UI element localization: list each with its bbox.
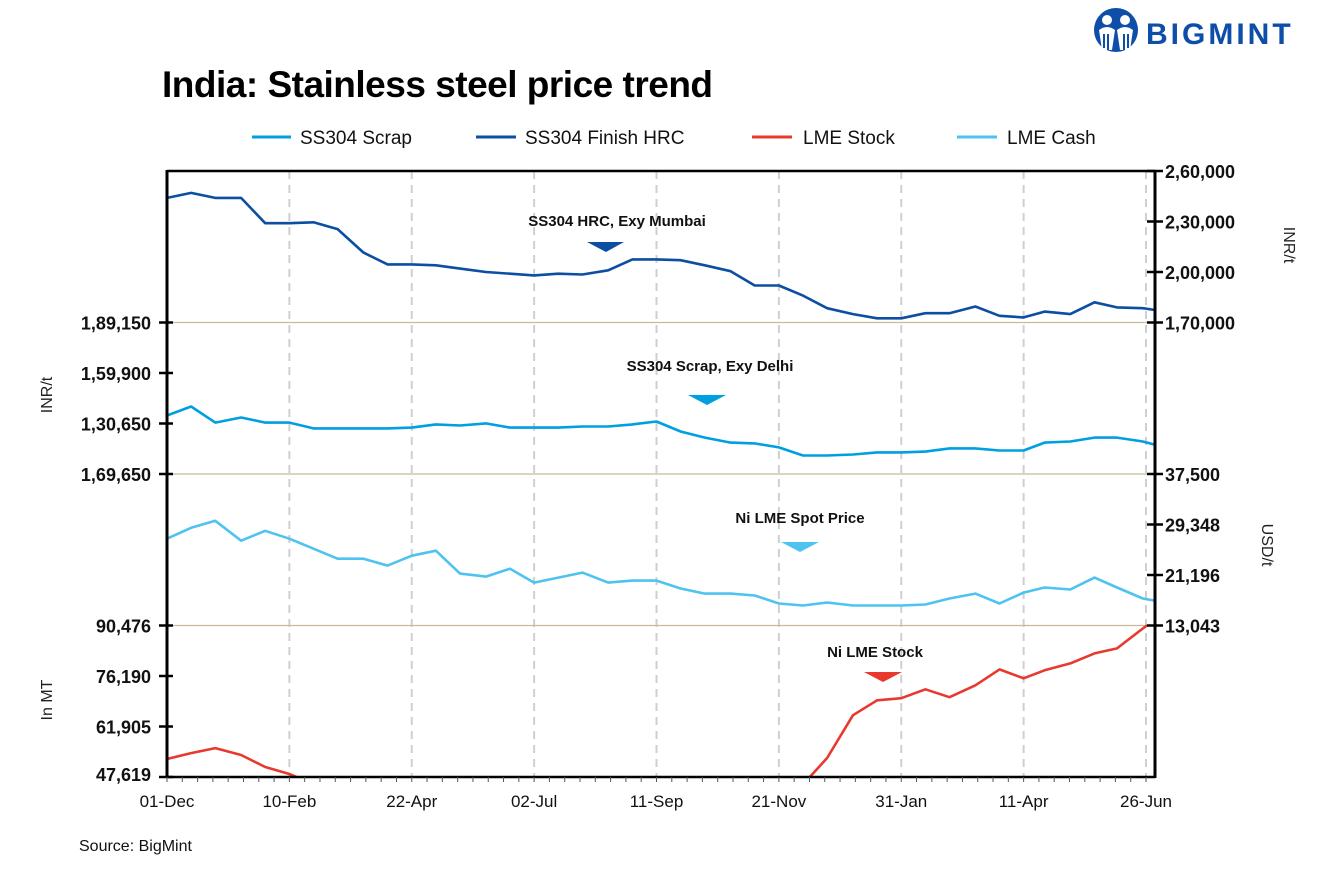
y-tick-label: 1,30,650 [81, 415, 151, 435]
annotation-marker-triangle-icon [781, 542, 819, 552]
chart-title: India: Stainless steel price trend [162, 64, 713, 105]
series-line-lme-cash [167, 519, 1155, 607]
y-tick-label: 2,60,000 [1165, 162, 1235, 182]
x-tick-label: 22-Apr [386, 792, 437, 811]
x-tick-label: 10-Feb [262, 792, 316, 811]
axes: 01-Dec 10-Feb 22-Apr 02-Jul 11-Sep 21-Nov 31-J… [39, 162, 1297, 811]
legend-label: LME Stock [803, 128, 895, 149]
bigmint-logo: BIGMINT [1094, 8, 1294, 52]
y-axis-title: INR/t [39, 376, 56, 413]
annotation-scrap: SS304 Scrap, Exy Delhi [627, 358, 794, 405]
y-tick-label: 1,70,000 [1165, 314, 1235, 334]
y-tick-label: 21,196 [1165, 566, 1220, 586]
annotation-marker-triangle-icon [864, 672, 902, 682]
y-tick-label: 37,500 [1165, 465, 1220, 485]
series-line-lme-stock [167, 624, 1151, 778]
legend-label: SS304 Finish HRC [525, 128, 684, 149]
annotation-label: Ni LME Spot Price [735, 510, 864, 527]
y-tick-label: 76,190 [96, 667, 151, 687]
legend-item-lme-cash: LME Cash [957, 128, 1096, 149]
panel-separators [167, 321, 1155, 627]
annotation-label: SS304 Scrap, Exy Delhi [627, 358, 794, 375]
x-tick-label: 26-Jun [1120, 792, 1172, 811]
annotation-marker-triangle-icon [688, 395, 726, 405]
y-tick-label: 2,30,000 [1165, 213, 1235, 233]
series-lines [167, 191, 1155, 778]
legend-label: SS304 Scrap [300, 128, 412, 149]
logo-people-icon [1094, 8, 1138, 52]
y-axis-title: INR/t [1280, 227, 1297, 264]
x-tick-label: 02-Jul [511, 792, 557, 811]
gridlines [288, 171, 1147, 777]
y-tick-label: 13,043 [1165, 617, 1220, 637]
series-line-ss304-scrap [167, 405, 1155, 457]
y-axis-title: USD/t [1258, 524, 1275, 567]
legend-label: LME Cash [1007, 128, 1096, 149]
x-tick-label: 01-Dec [140, 792, 195, 811]
y-axis-title: In MT [39, 679, 56, 720]
legend: SS304 Scrap SS304 Finish HRC LME Stock L… [252, 128, 1096, 149]
series-line-ss304-finish-hrc [167, 191, 1155, 320]
annotation-hrc: SS304 HRC, Exy Mumbai [528, 213, 706, 252]
y-tick-label: 61,905 [96, 718, 151, 738]
y-tick-label: 2,00,000 [1165, 263, 1235, 283]
y-tick-label: 1,69,650 [81, 465, 151, 485]
y-tick-label: 1,89,150 [81, 314, 151, 334]
annotation-stock: Ni LME Stock [827, 644, 924, 682]
annotation-label: Ni LME Stock [827, 644, 924, 661]
legend-item-ss304-finish-hrc: SS304 Finish HRC [476, 128, 684, 149]
y-tick-label: 1,59,900 [81, 364, 151, 384]
annotation-label: SS304 HRC, Exy Mumbai [528, 213, 706, 230]
annotation-marker-triangle-icon [587, 242, 624, 252]
y-tick-label: 90,476 [96, 617, 151, 637]
logo-text: BIGMINT [1146, 18, 1294, 51]
annotation-cash: Ni LME Spot Price [735, 510, 865, 552]
x-tick-label: 11-Sep [630, 792, 684, 811]
legend-item-lme-stock: LME Stock [752, 128, 895, 149]
x-tick-label: 11-Apr [999, 792, 1049, 811]
y-tick-label: 29,348 [1165, 516, 1220, 536]
source-note: Source: BigMint [79, 838, 192, 855]
x-tick-label: 21-Nov [751, 792, 806, 811]
x-tick-label: 31-Jan [875, 792, 927, 811]
y-tick-label: 47,619 [96, 765, 151, 785]
legend-item-ss304-scrap: SS304 Scrap [252, 128, 412, 149]
